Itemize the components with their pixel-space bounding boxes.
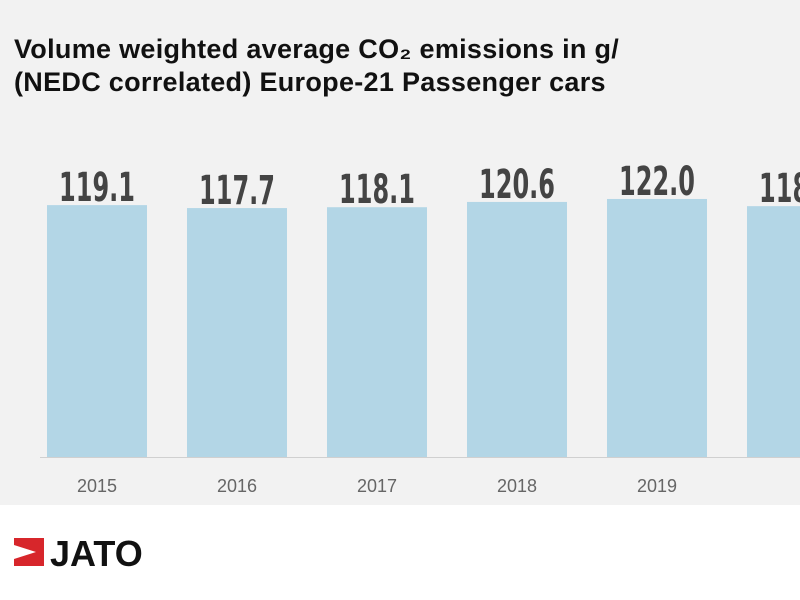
value-label: 119.1 — [59, 164, 135, 211]
x-tick-label: 2017 — [357, 476, 397, 496]
x-tick-label: 2019 — [637, 476, 677, 496]
value-label: 118.6 — [759, 165, 800, 212]
bar — [467, 201, 567, 457]
value-label: 122.0 — [619, 157, 695, 204]
value-label: 117.7 — [199, 166, 275, 213]
bar — [747, 206, 800, 457]
x-tick-label: 2015 — [77, 476, 117, 496]
logo-icon-mark — [14, 545, 36, 559]
chart-title: Volume weighted average CO₂ emissions in… — [14, 34, 619, 64]
logo: JATO — [14, 533, 143, 574]
x-tick-label: 2018 — [497, 476, 537, 496]
value-label: 120.6 — [479, 160, 555, 207]
bar — [187, 208, 287, 457]
chart-title: (NEDC correlated) Europe-21 Passenger ca… — [14, 67, 606, 97]
value-label: 118.1 — [339, 166, 415, 213]
bar — [607, 198, 707, 457]
x-tick-label: 2016 — [217, 476, 257, 496]
bar — [47, 205, 147, 457]
bar — [327, 207, 427, 457]
logo-text: JATO — [50, 533, 143, 574]
